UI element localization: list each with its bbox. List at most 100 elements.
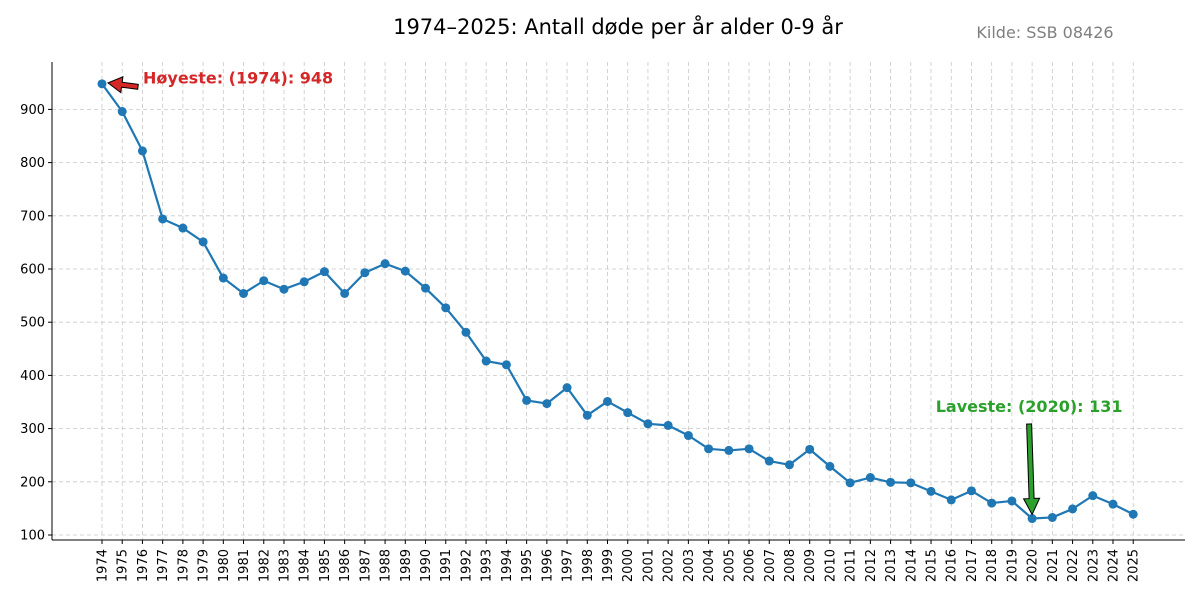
- x-tick-label: 2015: [925, 549, 940, 582]
- x-tick-label: 2004: [702, 549, 717, 582]
- x-tick-label: 1999: [601, 549, 616, 582]
- data-point: [542, 399, 552, 409]
- y-tick-label: 700: [20, 209, 45, 224]
- x-tick-label: 2024: [1107, 549, 1122, 582]
- data-point: [1007, 496, 1017, 506]
- data-point: [623, 408, 633, 418]
- data-point: [1047, 512, 1057, 522]
- data-point: [966, 486, 976, 496]
- x-tick-label: 1975: [116, 549, 131, 582]
- data-point: [522, 395, 532, 405]
- x-tick-label: 1997: [561, 549, 576, 582]
- x-tick-label: 1987: [358, 549, 373, 582]
- data-point: [360, 268, 370, 278]
- data-point: [582, 410, 592, 420]
- x-tick-label: 1979: [197, 549, 212, 582]
- data-point: [886, 477, 896, 487]
- data-point: [198, 237, 208, 247]
- x-tick-label: 1990: [419, 549, 434, 582]
- x-tick-label: 1986: [338, 549, 353, 582]
- data-point: [562, 383, 572, 393]
- x-tick-label: 2007: [763, 549, 778, 582]
- x-tick-label: 1998: [581, 549, 596, 582]
- series-line: [101, 83, 1134, 520]
- data-point: [340, 288, 350, 298]
- chart-title: 1974–2025: Antall døde per år alder 0-9 …: [393, 14, 843, 39]
- highest-annotation: Høyeste: (1974): 948: [143, 68, 333, 87]
- y-tick-label: 600: [20, 263, 45, 278]
- tick-labels: 1974 1975 1976 1977 1978 1979 1980 1981 1982 1983…: [20, 103, 1142, 582]
- data-point: [421, 283, 431, 293]
- data-point: [764, 456, 774, 466]
- y-tick-label: 800: [20, 156, 45, 171]
- lowest-annotation: Laveste: (2020): 131: [936, 397, 1123, 416]
- data-point: [299, 277, 309, 287]
- lowest-arrow: [1022, 423, 1041, 516]
- data-point: [380, 259, 390, 269]
- y-tick-label: 400: [20, 369, 45, 384]
- x-tick-label: 2000: [621, 549, 636, 582]
- x-tick-label: 1985: [318, 549, 333, 582]
- highest-arrow: [106, 76, 139, 94]
- x-tick-label: 2002: [662, 549, 677, 582]
- annotation-layer: Høyeste: (1974): 948 Laveste: (2020): 13…: [106, 68, 1123, 516]
- x-tick-label: 1984: [298, 549, 313, 582]
- data-point: [1088, 491, 1098, 501]
- source-note: Kilde: SSB 08426: [976, 23, 1113, 42]
- data-point: [1027, 514, 1037, 524]
- x-tick-label: 2022: [1066, 549, 1081, 582]
- data-point: [481, 356, 491, 366]
- data-point: [158, 214, 168, 224]
- x-tick-label: 2020: [1026, 549, 1041, 582]
- x-tick-label: 2006: [743, 549, 758, 582]
- x-tick-label: 1983: [277, 549, 292, 582]
- x-tick-label: 1981: [237, 549, 252, 582]
- data-point: [137, 146, 147, 156]
- x-tick-label: 1996: [540, 549, 555, 582]
- data-point: [218, 273, 228, 283]
- data-point: [926, 486, 936, 496]
- data-point: [906, 478, 916, 488]
- data-point: [461, 327, 471, 337]
- x-tick-label: 1989: [399, 549, 414, 582]
- data-point: [501, 360, 511, 370]
- series-layer: [97, 79, 1138, 524]
- x-tick-label: 1980: [217, 549, 232, 582]
- x-tick-label: 1974: [96, 549, 111, 582]
- x-tick-label: 2014: [904, 549, 919, 582]
- data-point: [97, 79, 107, 89]
- data-point: [663, 420, 673, 430]
- data-point: [400, 266, 410, 276]
- y-tick-label: 900: [20, 103, 45, 118]
- data-point: [1068, 504, 1078, 514]
- data-point: [784, 460, 794, 470]
- x-tick-label: 2010: [823, 549, 838, 582]
- x-tick-label: 1995: [520, 549, 535, 582]
- x-tick-label: 2016: [945, 549, 960, 582]
- data-point: [117, 107, 127, 117]
- data-point: [946, 495, 956, 505]
- y-tick-label: 500: [20, 316, 45, 331]
- data-point: [865, 473, 875, 483]
- x-tick-label: 1993: [480, 549, 495, 582]
- x-tick-label: 2003: [682, 549, 697, 582]
- data-point: [279, 284, 289, 294]
- x-tick-label: 1978: [176, 549, 191, 582]
- data-point: [683, 431, 693, 441]
- grid: [52, 62, 1185, 540]
- data-point: [239, 288, 249, 298]
- data-point: [704, 444, 714, 454]
- axes: [48, 62, 1185, 544]
- x-tick-label: 2011: [844, 549, 859, 582]
- x-tick-label: 2017: [965, 549, 980, 582]
- x-tick-label: 2001: [641, 549, 656, 582]
- data-point: [643, 419, 653, 429]
- data-point: [319, 267, 329, 277]
- data-point: [724, 445, 734, 455]
- data-point: [987, 498, 997, 508]
- data-point: [825, 461, 835, 471]
- x-tick-label: 1977: [156, 549, 171, 582]
- data-point: [178, 223, 188, 233]
- data-point: [1128, 509, 1138, 519]
